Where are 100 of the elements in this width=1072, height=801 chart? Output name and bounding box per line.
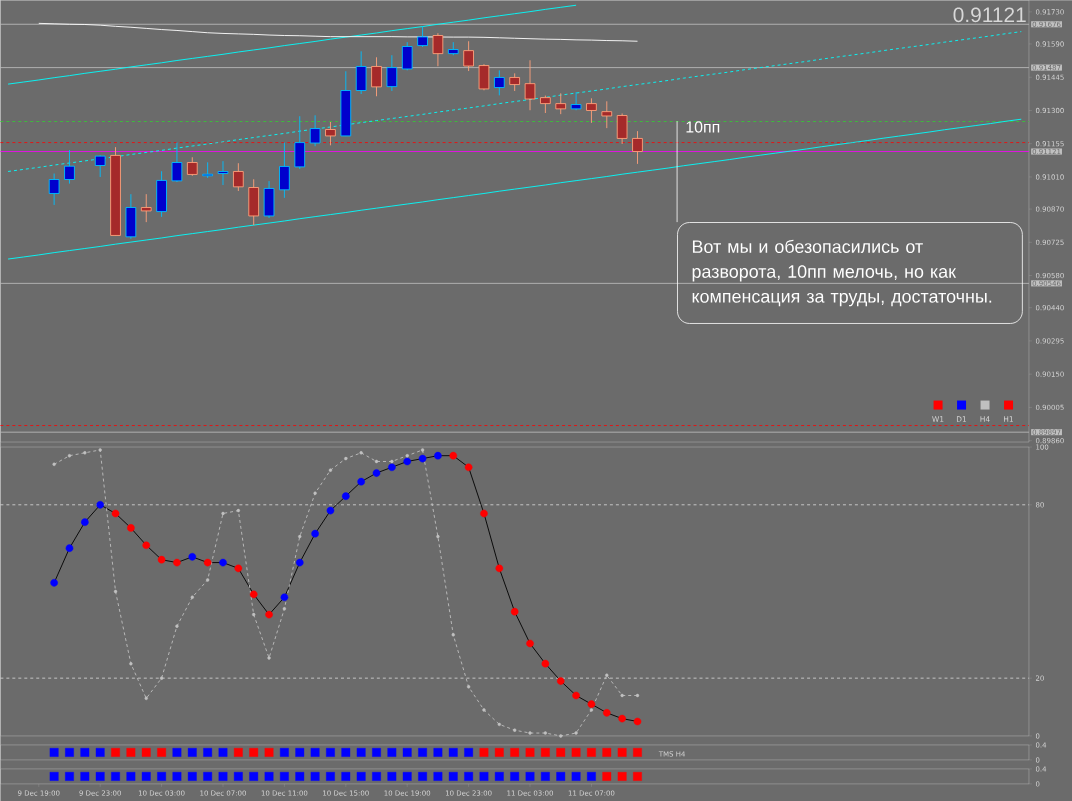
candlestick [432, 32, 444, 67]
point [451, 633, 455, 637]
candlestick [616, 113, 628, 145]
point [420, 448, 425, 452]
point [605, 673, 609, 678]
candlestick [555, 92, 567, 115]
point [602, 709, 611, 717]
candlestick [586, 97, 597, 124]
point [188, 553, 197, 561]
point [234, 564, 243, 573]
candlestick [279, 142, 290, 199]
point [466, 685, 471, 689]
point [589, 708, 594, 712]
point [144, 696, 148, 701]
point [436, 534, 440, 539]
point [359, 451, 363, 455]
point [342, 492, 350, 500]
candlestick [401, 41, 413, 71]
point [173, 558, 181, 567]
candlestick [417, 25, 428, 48]
point [390, 459, 394, 464]
point [81, 518, 89, 526]
point [633, 717, 642, 726]
point [618, 714, 626, 723]
point [495, 564, 504, 573]
point [526, 639, 534, 648]
point [221, 511, 225, 516]
point [541, 659, 550, 668]
point [587, 700, 596, 708]
point [482, 708, 486, 712]
point [464, 463, 473, 472]
candlestick [601, 100, 613, 129]
point [98, 448, 102, 452]
point [372, 469, 381, 477]
point [403, 457, 412, 466]
candlestick [64, 149, 75, 185]
point [280, 593, 289, 602]
point [510, 607, 519, 616]
point [159, 676, 164, 680]
candlestick [232, 162, 244, 192]
point [344, 456, 348, 461]
point [388, 463, 396, 472]
point [96, 501, 104, 509]
point [282, 607, 287, 611]
candlestick [48, 173, 60, 206]
point [298, 534, 302, 539]
point [113, 589, 118, 594]
candlestick [171, 142, 183, 183]
point [543, 731, 548, 735]
point [267, 656, 271, 660]
point [265, 610, 273, 619]
point [497, 722, 502, 727]
point [326, 506, 335, 515]
point [157, 555, 166, 564]
point [635, 693, 640, 698]
point [83, 451, 87, 455]
candlestick [463, 40, 474, 72]
point [190, 595, 194, 599]
candlestick [325, 121, 336, 146]
point [559, 734, 563, 738]
point [50, 579, 58, 587]
candlestick [94, 154, 106, 178]
point [572, 691, 580, 700]
point [556, 677, 565, 685]
candlestick [632, 130, 643, 165]
point [620, 693, 624, 698]
candlestick [493, 69, 505, 96]
point [111, 509, 120, 518]
point [528, 731, 532, 735]
annotation: 0.91121 [953, 7, 1026, 23]
point [249, 590, 258, 599]
point [405, 454, 409, 458]
point [357, 477, 365, 486]
point [328, 468, 333, 472]
point [574, 731, 578, 735]
point [142, 541, 151, 550]
candlestick [386, 54, 398, 92]
candlestick [186, 156, 198, 177]
point [374, 459, 379, 464]
candlestick [478, 63, 490, 91]
point [313, 491, 317, 495]
candlestick [524, 59, 536, 111]
point [67, 454, 72, 458]
annotation: 10пп [686, 121, 720, 133]
point [480, 509, 488, 518]
point [418, 454, 427, 463]
point [236, 508, 241, 513]
point [175, 624, 179, 628]
point [129, 662, 133, 666]
point [65, 544, 74, 552]
annotation: Вот мы и обезопасились от разворота, 10пп мелочь, но как компенсация за труды, достаточны. [692, 239, 992, 307]
point [449, 451, 458, 460]
point [127, 524, 135, 532]
point [52, 462, 56, 467]
candlestick [140, 193, 152, 223]
point [434, 451, 442, 460]
point [203, 558, 212, 567]
point [205, 578, 210, 582]
candlestick [309, 114, 321, 147]
point [295, 558, 304, 567]
